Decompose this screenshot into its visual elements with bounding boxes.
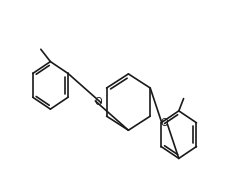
Text: O: O [94,97,102,107]
Text: O: O [161,118,168,128]
